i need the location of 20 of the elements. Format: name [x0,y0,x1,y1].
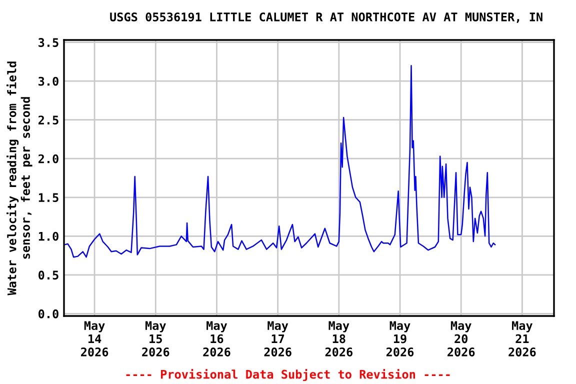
x-tick-label: May 18 2026 [325,321,352,356]
x-tick-label: May 17 2026 [264,321,292,356]
y-tick-label: 3.5 [38,38,58,47]
text: ---- Provisional Data Subject to Revision ---- [126,368,450,382]
y-axis-title: Water velocity reading from field sensor, feet per second [6,62,32,296]
y-tick-label: 1.0 [38,232,58,241]
line-series [64,64,496,258]
y-tick-label: 3.0 [38,76,58,86]
x-tick-label: May 19 2026 [386,321,414,356]
x-tick-label: May 14 2026 [80,321,108,356]
x-tick-label: May 20 2026 [448,321,475,356]
x-tick-label: May 15 2026 [142,321,170,356]
y-tick-label: 2.5 [38,116,58,125]
chart-title: USGS 05536191 LITTLE CALUMET R AT NORTHCOTE AV AT MUNSTER, IN [110,12,542,23]
y-tick-label: 1.5 [38,193,58,202]
y-tick-label: 0.0 [38,309,58,318]
y-tick-label: 0.5 [38,270,58,280]
x-tick-label: May 21 2026 [508,321,536,356]
x-tick-label: May 16 2026 [203,321,230,356]
y-tick-label: 2.0 [38,154,58,164]
